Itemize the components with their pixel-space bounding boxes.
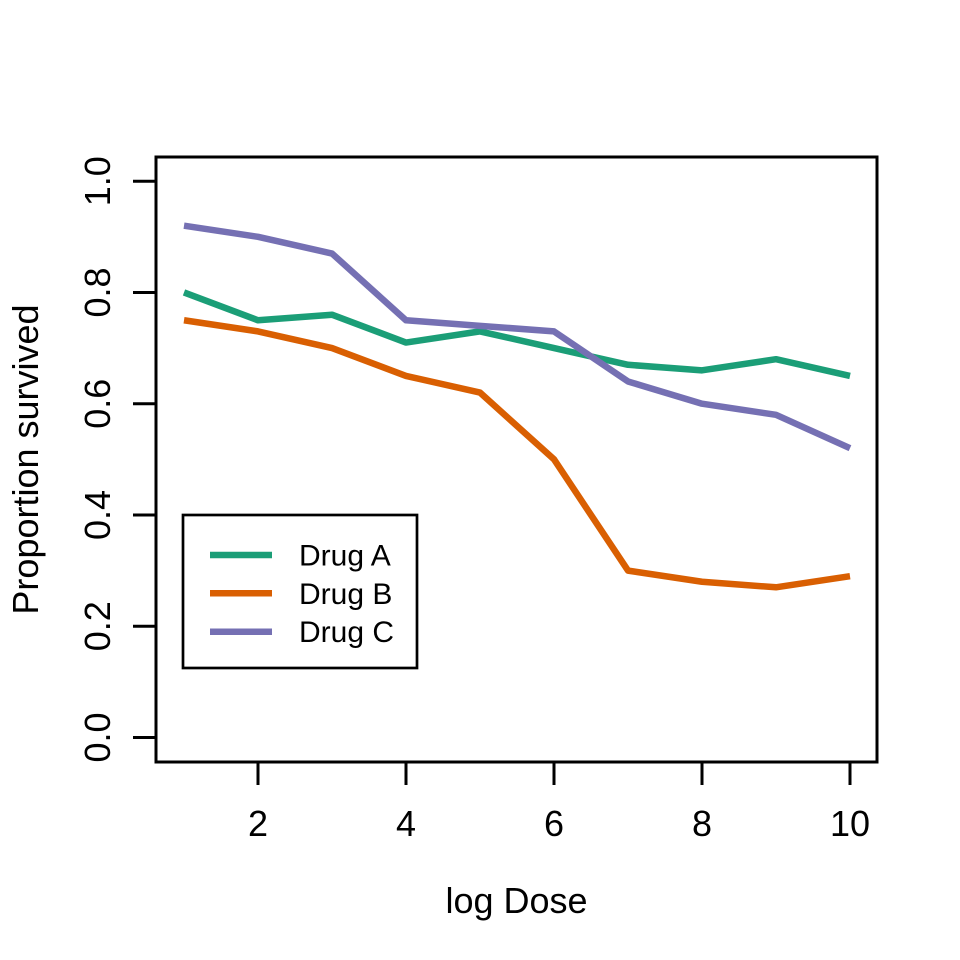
y-tick-label: 0.8 xyxy=(77,267,118,317)
y-tick-label: 0.4 xyxy=(77,490,118,540)
x-tick-label: 8 xyxy=(692,803,712,844)
legend-label-drug-c: Drug C xyxy=(299,616,394,649)
x-tick-label: 4 xyxy=(396,803,416,844)
legend-label-drug-b: Drug B xyxy=(299,578,392,611)
x-tick-label: 6 xyxy=(544,803,564,844)
y-tick-label: 1.0 xyxy=(77,156,118,206)
x-axis-title: log Dose xyxy=(445,880,587,921)
y-tick-label: 0.2 xyxy=(77,601,118,651)
series-line-drug-b xyxy=(183,317,851,591)
plot-box xyxy=(154,155,879,764)
legend-label-drug-a: Drug A xyxy=(299,540,391,573)
y-axis-title: Proportion survived xyxy=(5,304,46,614)
series-line-drug-c xyxy=(183,222,852,452)
x-tick-label: 2 xyxy=(248,803,268,844)
series-line-drug-a xyxy=(182,289,851,380)
y-tick-label: 0.0 xyxy=(77,712,118,762)
y-tick-label: 0.6 xyxy=(77,379,118,429)
x-tick-label: 10 xyxy=(830,803,870,844)
